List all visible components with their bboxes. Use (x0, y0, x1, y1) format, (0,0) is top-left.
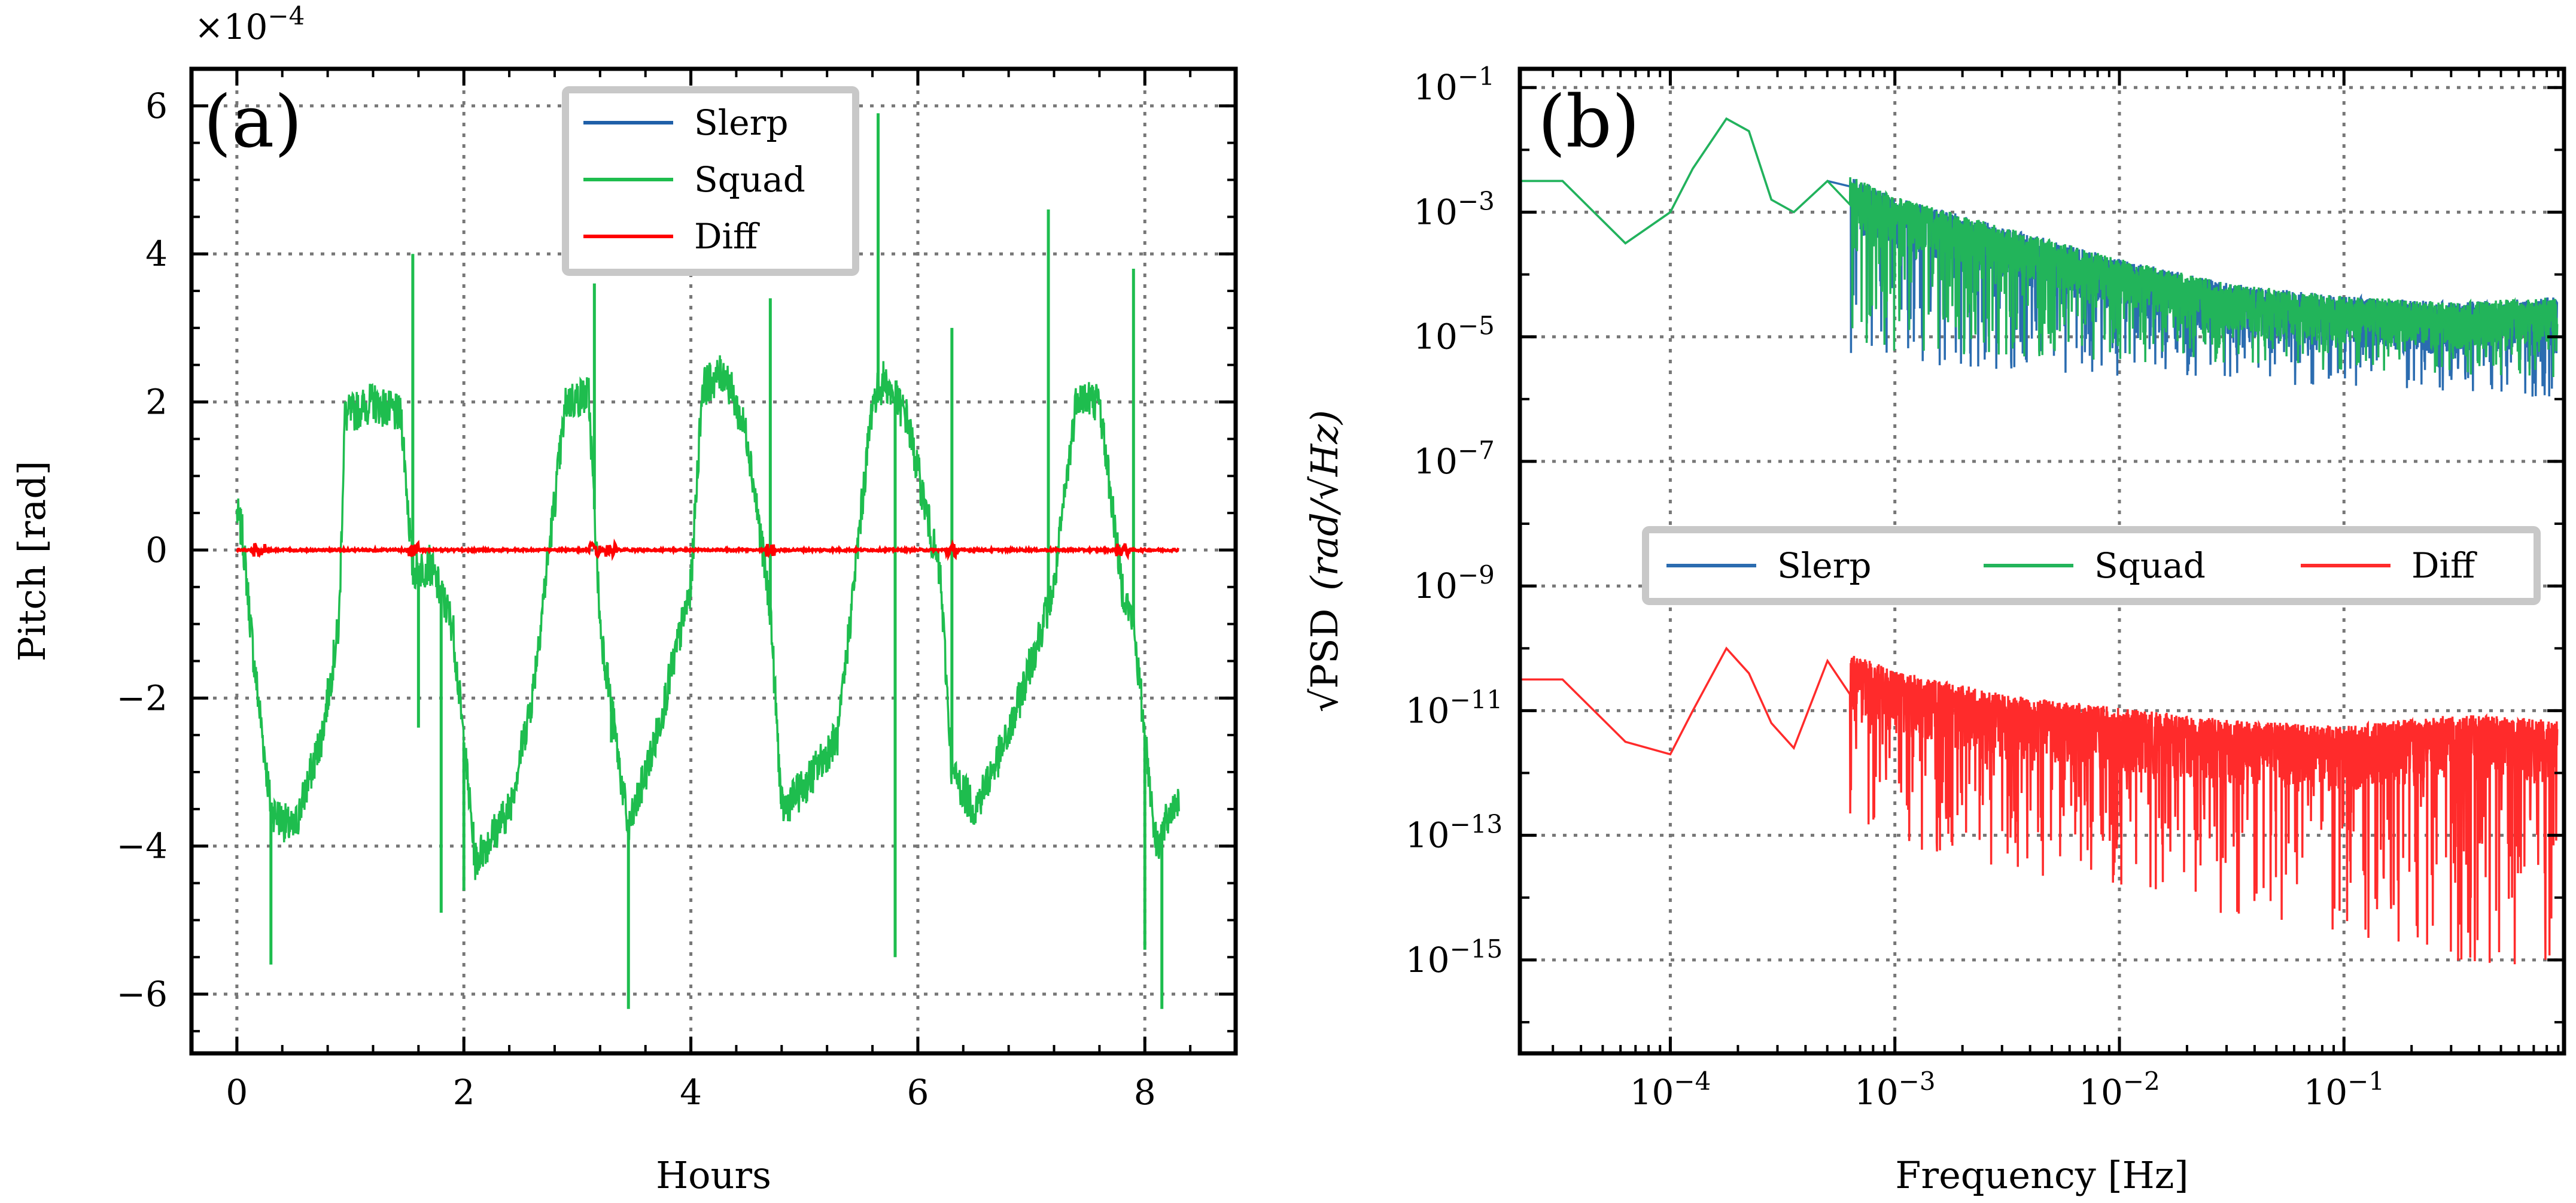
xb-tick-label-1-base: 10 (1854, 1072, 1899, 1113)
xb-tick-label-1-exp: −3 (1899, 1067, 1936, 1096)
yb-tick-label-3-base: 10 (1413, 441, 1458, 482)
y-tick-label-5: 4 (145, 233, 168, 274)
xb-tick-label-1: 10−3 (1854, 1067, 1936, 1113)
xb-tick-label-3: 10−1 (2303, 1067, 2385, 1113)
xb-tick-label-3-base: 10 (2303, 1072, 2347, 1113)
plot-area-a (236, 113, 1180, 1009)
panel-tag-b: (b) (1538, 81, 1640, 164)
plot-frame-a (189, 66, 1238, 1056)
legend-label-diff: Diff (2411, 545, 2477, 586)
series-squad-psd (1520, 117, 2559, 378)
yb-tick-label-0: 10−1 (1413, 62, 1495, 108)
x-tick-label-2: 4 (680, 1072, 702, 1113)
yb-tick-label-2-base: 10 (1413, 317, 1458, 357)
legend-label-slerp: Slerp (694, 102, 788, 143)
plot-area-b (1520, 117, 2559, 965)
yb-tick-label-5: 10−11 (1406, 685, 1503, 731)
yb-tick-label-1-exp: −3 (1458, 186, 1495, 215)
yb-tick-label-6-exp: −13 (1450, 810, 1503, 839)
yb-tick-label-1-base: 10 (1413, 192, 1458, 232)
x-tick-label-3: 6 (907, 1072, 929, 1113)
y-tick-label-4: 2 (145, 382, 168, 423)
y-tick-label-1: −4 (117, 826, 168, 867)
legend-label-slerp: Slerp (1777, 545, 1871, 586)
x-axis-label-a: Hours (656, 1153, 771, 1197)
yb-tick-label-0-base: 10 (1413, 67, 1458, 108)
yb-tick-label-6: 10−13 (1406, 810, 1503, 856)
yb-tick-label-3-exp: −7 (1458, 436, 1495, 465)
x-axis-label-b: Frequency [Hz] (1895, 1153, 2188, 1197)
y-axis-label-b: √PSD (rad/√Hz) (1303, 410, 1346, 712)
yb-tick-label-2-exp: −5 (1458, 311, 1495, 341)
legend-label-squad: Squad (2094, 545, 2206, 586)
y-multiplier-base: ×10 (194, 7, 267, 47)
yb-tick-label-5-exp: −11 (1450, 685, 1503, 714)
yb-tick-label-4-base: 10 (1413, 566, 1458, 606)
yb-tick-label-7-base: 10 (1406, 940, 1450, 980)
series-squad-line (236, 355, 1180, 880)
yb-tick-label-3: 10−7 (1413, 436, 1495, 482)
y-multiplier: ×10−4 (194, 1, 305, 47)
yb-tick-label-0-exp: −1 (1458, 62, 1495, 91)
series-diff-psd (1520, 646, 2559, 965)
xb-tick-label-0: 10−4 (1630, 1067, 1711, 1113)
x-tick-label-1: 2 (453, 1072, 475, 1113)
x-tick-label-4: 8 (1134, 1072, 1156, 1113)
y-multiplier-exp: −4 (267, 1, 305, 31)
y-axis-label-b-main: √PSD (1303, 609, 1346, 712)
y-tick-label-2: −2 (117, 678, 168, 718)
y-tick-label-6: 6 (145, 86, 168, 126)
yb-tick-label-4-exp: −9 (1458, 560, 1495, 590)
chart-b: 10−4 10−3 10−2 10−110−110−310−510−710−910−1… (1303, 62, 2566, 1197)
legend-frame (562, 86, 859, 276)
series-diff-line (236, 538, 1180, 561)
legend-label-diff: Diff (694, 216, 760, 257)
yb-tick-label-2: 10−5 (1413, 311, 1495, 357)
xb-tick-label-0-exp: −4 (1674, 1067, 1711, 1096)
y-axis-label-a: Pitch [rad] (10, 461, 54, 662)
yb-tick-label-4: 10−9 (1413, 560, 1495, 606)
xb-tick-label-0-base: 10 (1630, 1072, 1674, 1113)
yb-tick-label-6-base: 10 (1406, 815, 1450, 856)
x-tick-label-0: 0 (226, 1072, 248, 1113)
xb-tick-label-2-base: 10 (2079, 1072, 2123, 1113)
y-tick-label-0: −6 (117, 974, 168, 1014)
legend-label-squad: Squad (694, 159, 805, 200)
plot-frame-b (1517, 66, 2566, 1056)
y-axis-label-b-unit: (rad/√Hz) (1303, 410, 1346, 591)
yb-tick-label-1: 10−3 (1413, 186, 1495, 232)
xb-tick-label-3-exp: −1 (2347, 1067, 2385, 1096)
yb-tick-label-7: 10−15 (1406, 934, 1503, 980)
legend-frame (1642, 526, 2541, 605)
yb-tick-label-5-base: 10 (1406, 690, 1450, 731)
xb-tick-label-2: 10−2 (2079, 1067, 2160, 1113)
panel-tag-a: (a) (203, 81, 302, 164)
y-tick-label-3: 0 (145, 530, 168, 570)
xb-tick-label-2-exp: −2 (2123, 1067, 2160, 1096)
yb-tick-label-7-exp: −15 (1450, 934, 1503, 964)
